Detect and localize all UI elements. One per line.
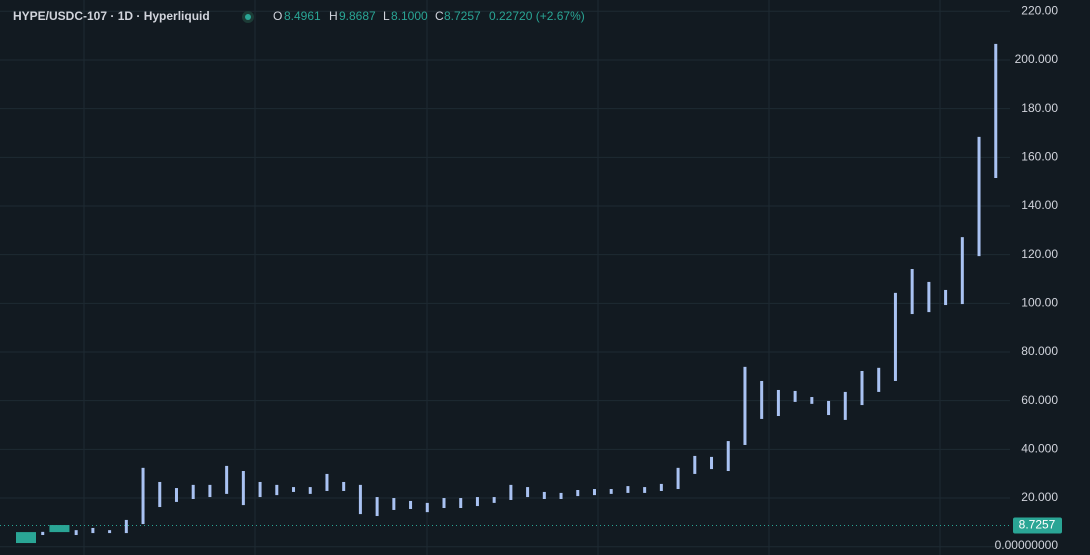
price-bar: [526, 487, 530, 498]
price-bar: [994, 43, 998, 179]
price-bar: [358, 484, 362, 515]
y-tick-label: 160.00: [1021, 149, 1058, 163]
price-bar: [158, 481, 162, 508]
price-bar: [292, 487, 296, 492]
price-bar: [843, 391, 847, 420]
price-bar: [475, 497, 479, 507]
y-tick-label: 80.000: [1021, 344, 1058, 358]
open-label: O: [273, 9, 282, 23]
change: 0.22720 (+2.67%): [489, 9, 585, 23]
price-bar: [626, 486, 630, 493]
price-bar: [927, 281, 931, 313]
marks: [16, 43, 998, 544]
price-bar: [191, 484, 195, 500]
price-bar: [893, 292, 897, 381]
price-bar: [643, 487, 647, 493]
last-price-box: [1013, 517, 1062, 534]
open-value: 8.4961: [284, 9, 321, 23]
price-bar: [308, 487, 312, 494]
price-bar: [208, 484, 212, 498]
price-bar: [74, 530, 78, 536]
price-bar: [225, 465, 229, 494]
price-bar: [944, 289, 948, 306]
price-bar: [726, 441, 730, 472]
price-bar: [576, 489, 580, 497]
price-bar: [509, 484, 513, 500]
y-tick-label: 60.000: [1021, 393, 1058, 407]
price-bar: [392, 498, 396, 510]
last-price-label: 8.7257: [1019, 518, 1056, 532]
y-tick-label: 200.000: [1015, 52, 1059, 66]
price-bar: [375, 497, 379, 517]
y-tick-label: 40.000: [1021, 442, 1058, 456]
legend: HYPE/USDC-107 · 1D · Hyperliquid O 8.496…: [13, 9, 585, 23]
price-bar: [16, 532, 36, 544]
price-bar: [559, 492, 563, 500]
price-bar: [342, 481, 346, 491]
price-bar: [258, 481, 262, 498]
close-label: C: [435, 9, 444, 23]
low-value: 8.1000: [391, 9, 428, 23]
y-tick-label: 220.00: [1021, 3, 1058, 17]
price-bar: [860, 370, 864, 406]
price-bar: [442, 498, 446, 509]
price-bar: [877, 367, 881, 392]
close-value: 8.7257: [444, 9, 481, 23]
y-tick-label: 120.00: [1021, 247, 1058, 261]
price-bar: [776, 389, 780, 417]
price-bar: [91, 527, 95, 534]
price-bar: [793, 390, 797, 402]
price-bar: [743, 366, 747, 445]
price-bar: [325, 473, 329, 491]
price-bar: [693, 455, 697, 474]
price-bar: [409, 500, 413, 509]
status-dot: [245, 14, 251, 20]
low-label: L: [383, 9, 390, 23]
price-bar: [609, 489, 613, 494]
high-value: 9.8687: [339, 9, 376, 23]
price-bar: [592, 489, 596, 496]
price-bar: [49, 525, 70, 533]
price-bar: [960, 237, 964, 305]
price-bar: [710, 456, 714, 470]
grid: [0, 0, 1010, 555]
y-tick-label: 20.000: [1021, 490, 1058, 504]
price-bar: [676, 467, 680, 490]
y-tick-label: 180.00: [1021, 101, 1058, 115]
symbol[interactable]: HYPE/USDC-107 · 1D · Hyperliquid: [13, 9, 210, 23]
price-bar: [124, 519, 128, 534]
y-tick-label: 0.00000000: [995, 538, 1059, 552]
price-bar: [810, 397, 814, 404]
price-bar: [275, 484, 279, 496]
price-bar: [174, 488, 178, 502]
price-bar: [459, 498, 463, 509]
price-bar: [977, 136, 981, 257]
price-bar: [492, 497, 496, 503]
price-bar: [542, 491, 546, 500]
price-bar: [41, 531, 45, 536]
y-tick-label: 140.00: [1021, 198, 1058, 212]
price-bar: [141, 467, 145, 525]
price-bar: [108, 530, 112, 534]
price-bar: [241, 471, 245, 506]
high-label: H: [329, 9, 338, 23]
price-bar: [827, 400, 831, 416]
price-bar: [659, 483, 663, 491]
y-tick-label: 100.00: [1021, 296, 1058, 310]
price-bar: [760, 380, 764, 419]
price-bar: [425, 502, 429, 513]
price-bar: [910, 269, 914, 315]
